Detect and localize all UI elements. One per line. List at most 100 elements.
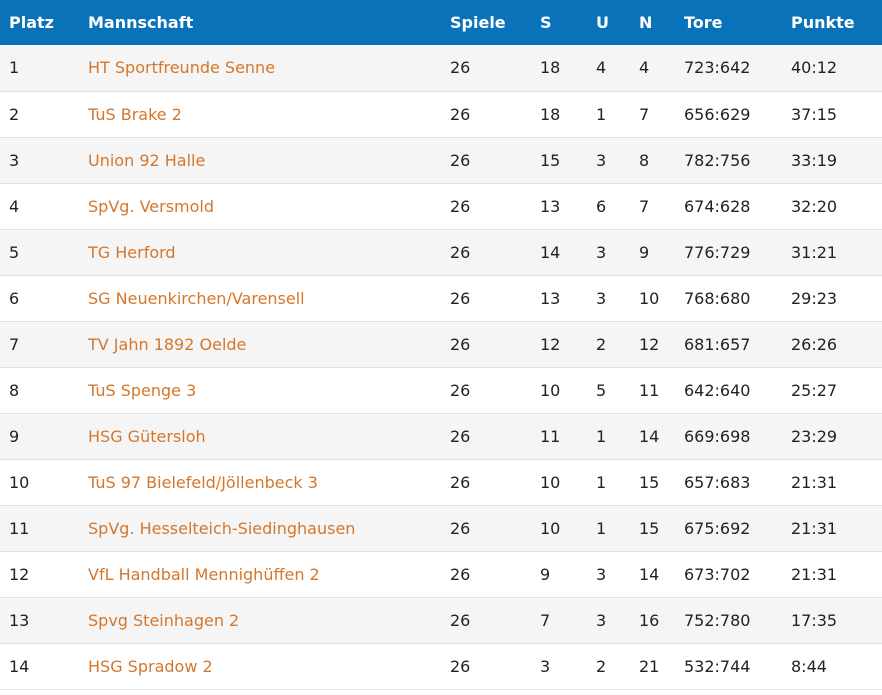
cell-punkte: 21:31 <box>791 564 838 584</box>
cell-punkte: 8:44 <box>791 656 827 676</box>
cell-u: 3 <box>596 564 607 584</box>
cell-u: 2 <box>596 334 607 354</box>
cell-u: 3 <box>596 288 607 308</box>
cell-spiele: 26 <box>450 518 471 538</box>
cell-punkte: 40:12 <box>791 58 838 78</box>
cell-u: 3 <box>596 150 607 170</box>
cell-tore: 723:642 <box>684 58 751 78</box>
table-body: 1 HT Sportfreunde Senne 26 18 4 4 723:642 40:12… <box>0 45 882 689</box>
team-link[interactable]: TuS Spenge 3 <box>88 380 197 400</box>
table-header: Platz Mannschaft Spiele S U N Tore Punkt… <box>0 0 882 45</box>
cell-u: 3 <box>596 610 607 630</box>
cell-n: 15 <box>639 518 660 538</box>
cell-punkte: 25:27 <box>791 380 838 400</box>
cell-team: Spvg Steinhagen 2 <box>88 597 450 643</box>
cell-team: TuS Brake 2 <box>88 91 450 137</box>
team-link[interactable]: SpVg. Hesselteich-Siedinghausen <box>88 518 356 538</box>
header-row: Platz Mannschaft Spiele S U N Tore Punkt… <box>0 0 882 45</box>
cell-tore: 752:780 <box>684 610 751 630</box>
cell-spiele: 26 <box>450 104 471 124</box>
header-s[interactable]: S <box>540 13 552 32</box>
cell-u: 4 <box>596 58 607 78</box>
team-link[interactable]: TuS Brake 2 <box>88 104 182 124</box>
table-row: 12 VfL Handball Mennighüffen 2 26 9 3 14 673:7… <box>0 551 882 597</box>
cell-platz: 11 <box>9 518 30 538</box>
team-link[interactable]: HSG Spradow 2 <box>88 656 213 676</box>
cell-platz: 10 <box>9 472 30 492</box>
cell-u: 1 <box>596 104 607 124</box>
cell-team: SpVg. Hesselteich-Siedinghausen <box>88 505 450 551</box>
table-row: 4 SpVg. Versmold 26 13 6 7 674:628 32:20 <box>0 183 882 229</box>
cell-n: 12 <box>639 334 660 354</box>
cell-tore: 675:692 <box>684 518 751 538</box>
cell-tore: 681:657 <box>684 334 751 354</box>
cell-team: SpVg. Versmold <box>88 183 450 229</box>
cell-platz: 13 <box>9 610 30 630</box>
cell-spiele: 26 <box>450 610 471 630</box>
table-row: 6 SG Neuenkirchen/Varensell 26 13 3 10 768:680… <box>0 275 882 321</box>
cell-tore: 782:756 <box>684 150 751 170</box>
team-link[interactable]: HSG Gütersloh <box>88 426 206 446</box>
cell-punkte: 23:29 <box>791 426 838 446</box>
cell-spiele: 26 <box>450 426 471 446</box>
cell-s: 13 <box>540 196 561 216</box>
cell-spiele: 26 <box>450 334 471 354</box>
team-link[interactable]: Union 92 Halle <box>88 150 206 170</box>
cell-team: TuS Spenge 3 <box>88 367 450 413</box>
cell-n: 11 <box>639 380 660 400</box>
cell-s: 11 <box>540 426 561 446</box>
cell-s: 10 <box>540 518 561 538</box>
cell-u: 6 <box>596 196 607 216</box>
cell-n: 9 <box>639 242 650 262</box>
team-link[interactable]: SG Neuenkirchen/Varensell <box>88 288 305 308</box>
cell-punkte: 29:23 <box>791 288 838 308</box>
team-link[interactable]: VfL Handball Mennighüffen 2 <box>88 564 320 584</box>
cell-platz: 8 <box>9 380 20 400</box>
header-n[interactable]: N <box>639 13 653 32</box>
cell-team: HT Sportfreunde Senne <box>88 45 450 91</box>
cell-punkte: 21:31 <box>791 472 838 492</box>
team-link[interactable]: TG Herford <box>88 242 176 262</box>
team-link[interactable]: TuS 97 Bielefeld/Jöllenbeck 3 <box>88 472 318 492</box>
cell-tore: 768:680 <box>684 288 751 308</box>
cell-platz: 4 <box>9 196 20 216</box>
cell-team: TG Herford <box>88 229 450 275</box>
cell-spiele: 26 <box>450 564 471 584</box>
header-mannschaft[interactable]: Mannschaft <box>88 13 194 32</box>
cell-n: 14 <box>639 426 660 446</box>
header-tore[interactable]: Tore <box>684 13 723 32</box>
table-row: 3 Union 92 Halle 26 15 3 8 782:756 33:19 <box>0 137 882 183</box>
cell-n: 7 <box>639 104 650 124</box>
cell-u: 1 <box>596 472 607 492</box>
cell-s: 15 <box>540 150 561 170</box>
cell-platz: 7 <box>9 334 20 354</box>
table-row: 2 TuS Brake 2 26 18 1 7 656:629 37:15 <box>0 91 882 137</box>
table-row: 8 TuS Spenge 3 26 10 5 11 642:640 25:27 <box>0 367 882 413</box>
header-punkte[interactable]: Punkte <box>791 13 855 32</box>
cell-tore: 673:702 <box>684 564 751 584</box>
cell-tore: 656:629 <box>684 104 751 124</box>
table-row: 14 HSG Spradow 2 26 3 2 21 532:744 8:44 <box>0 643 882 689</box>
header-spiele[interactable]: Spiele <box>450 13 506 32</box>
header-u[interactable]: U <box>596 13 609 32</box>
table-row: 5 TG Herford 26 14 3 9 776:729 31:21 <box>0 229 882 275</box>
cell-tore: 532:744 <box>684 656 751 676</box>
cell-s: 12 <box>540 334 561 354</box>
cell-tore: 674:628 <box>684 196 751 216</box>
cell-n: 8 <box>639 150 650 170</box>
cell-tore: 657:683 <box>684 472 751 492</box>
cell-platz: 12 <box>9 564 30 584</box>
header-platz[interactable]: Platz <box>9 13 54 32</box>
cell-team: TuS 97 Bielefeld/Jöllenbeck 3 <box>88 459 450 505</box>
team-link[interactable]: Spvg Steinhagen 2 <box>88 610 240 630</box>
cell-u: 1 <box>596 518 607 538</box>
team-link[interactable]: HT Sportfreunde Senne <box>88 58 276 78</box>
cell-platz: 6 <box>9 288 20 308</box>
cell-tore: 669:698 <box>684 426 751 446</box>
cell-punkte: 31:21 <box>791 242 838 262</box>
cell-s: 14 <box>540 242 561 262</box>
team-link[interactable]: SpVg. Versmold <box>88 196 215 216</box>
team-link[interactable]: TV Jahn 1892 Oelde <box>88 334 247 354</box>
cell-s: 10 <box>540 380 561 400</box>
cell-team: VfL Handball Mennighüffen 2 <box>88 551 450 597</box>
